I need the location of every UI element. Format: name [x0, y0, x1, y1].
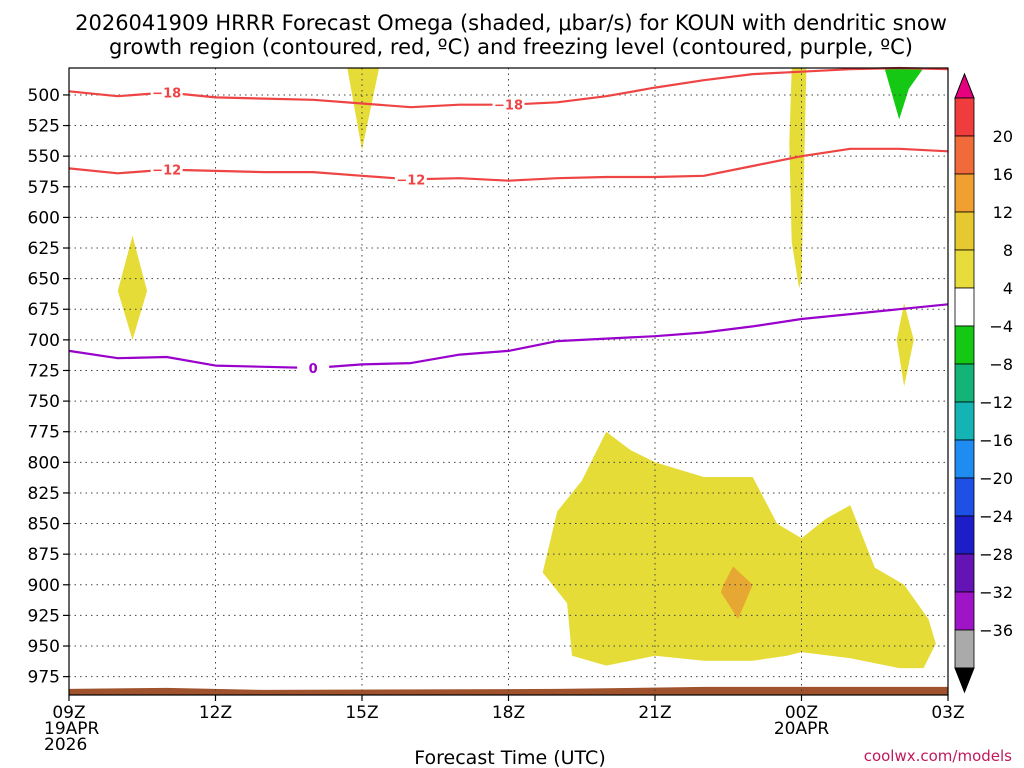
omega-region-2 — [789, 68, 807, 289]
contour-label: −12 — [396, 173, 425, 188]
colorbar-tick-label: 8 — [1003, 241, 1013, 260]
contour-line-0 — [68, 303, 949, 370]
colorbar-tick-label: −12 — [979, 393, 1013, 412]
plot-contours: −18 −18 −12 −12 0 — [68, 66, 949, 377]
x-tick-label: 09Z — [52, 703, 85, 723]
title-line-2: growth region (contoured, red, ºC) and f… — [109, 35, 913, 59]
contour-label-bg — [394, 171, 427, 188]
colorbar-tick-label: 16 — [993, 165, 1013, 184]
plot-grid — [69, 68, 948, 695]
y-tick-label: 675 — [28, 300, 60, 320]
credit-link[interactable]: coolwx.com/models — [864, 747, 1012, 765]
colorbar-tick-label: 20 — [993, 127, 1013, 146]
colorbar-tick-label: 4 — [1003, 279, 1013, 298]
x-tick-label: 18Z — [492, 703, 525, 723]
colorbar-tick-label: −20 — [979, 469, 1013, 488]
colorbar-tick-label: −8 — [989, 355, 1013, 374]
omega-region-5 — [720, 566, 753, 620]
y-tick-label: 575 — [28, 178, 60, 198]
x-tick-label: 15Z — [345, 703, 378, 723]
contour-label: −18 — [494, 99, 523, 114]
colorbar-tick-label: −28 — [979, 545, 1013, 564]
colorbar-box — [954, 629, 975, 669]
colorbar-tick-label: −4 — [989, 317, 1013, 336]
y-tick-label: 775 — [28, 423, 60, 443]
colorbar-box — [954, 401, 975, 441]
colorbar-bottom-arrow — [954, 667, 975, 694]
contour-label-bg — [492, 96, 525, 113]
x-axis-label: Forecast Time (UTC) — [414, 747, 605, 768]
y-tick-label: 550 — [28, 147, 60, 167]
y-tick-label: 825 — [28, 484, 60, 504]
y-tick-label: 850 — [28, 515, 60, 535]
colorbar-box — [954, 173, 975, 213]
colorbar-tick-label: −16 — [979, 431, 1013, 450]
contour-label-bg — [150, 161, 183, 178]
colorbar-tick-label: 12 — [993, 203, 1013, 222]
colorbar-box — [954, 325, 975, 365]
y-tick-label: 750 — [28, 392, 60, 412]
y-tick-label: 950 — [28, 637, 60, 657]
colorbar-box — [954, 135, 975, 175]
omega-region-3 — [896, 303, 914, 387]
y-tick-label: 525 — [28, 117, 60, 137]
y-tick-label: 725 — [28, 361, 60, 381]
y-tick-label: 600 — [28, 208, 60, 228]
colorbar-top-arrow — [954, 72, 975, 99]
omega-region-6 — [884, 68, 924, 120]
omega-region-4 — [542, 431, 936, 669]
y-tick-label: 925 — [28, 606, 60, 626]
colorbar-tick-label: −36 — [979, 621, 1013, 640]
colorbar-box — [954, 591, 975, 631]
colorbar-box — [954, 211, 975, 251]
colorbar-box — [954, 287, 975, 327]
y-tick-label: 625 — [28, 239, 60, 259]
contour-label: −18 — [152, 86, 181, 101]
y-tick-label: 900 — [28, 576, 60, 596]
omega-region-0 — [347, 68, 380, 150]
x-tick-label: 20APR — [774, 719, 830, 739]
x-tick-label: 19APR — [44, 719, 100, 739]
y-tick-label: 700 — [28, 331, 60, 351]
colorbar-box — [954, 439, 975, 479]
x-tick-label: 2026 — [44, 735, 87, 755]
colorbar-box — [954, 553, 975, 593]
title-line-1: 2026041909 HRRR Forecast Omega (shaded, … — [75, 11, 947, 35]
omega-region-1 — [117, 235, 148, 340]
contour-label-bg — [150, 84, 183, 101]
x-tick-label: 00Z — [785, 703, 818, 723]
x-tick-label: 21Z — [638, 703, 671, 723]
y-tick-label: 975 — [28, 668, 60, 688]
colorbar-box — [954, 363, 975, 403]
colorbar-box — [954, 477, 975, 517]
colorbar: 20 16 12 8 4 −4 −8 −12 −16 −20 −24 −28 −32 −36 — [954, 72, 1013, 694]
contour-label-bg — [297, 360, 330, 377]
colorbar-tick-label: −32 — [979, 583, 1013, 602]
colorbar-box — [954, 97, 975, 137]
y-tick-label: 875 — [28, 545, 60, 565]
y-tick-label: 650 — [28, 270, 60, 290]
x-tick-label: 03Z — [931, 703, 964, 723]
y-tick-label: 500 — [28, 86, 60, 106]
colorbar-box — [954, 515, 975, 555]
colorbar-box — [954, 249, 975, 289]
contour-label: 0 — [309, 362, 318, 377]
y-tick-label: 800 — [28, 453, 60, 473]
contour-line--12 — [68, 147, 949, 182]
x-tick-label: 12Z — [199, 703, 232, 723]
contour-label: −12 — [152, 164, 181, 179]
y-axis: 500 525 550 575 600 625 650 675 700 725 750 775 800 8… — [28, 86, 69, 688]
colorbar-tick-label: −24 — [979, 507, 1013, 526]
